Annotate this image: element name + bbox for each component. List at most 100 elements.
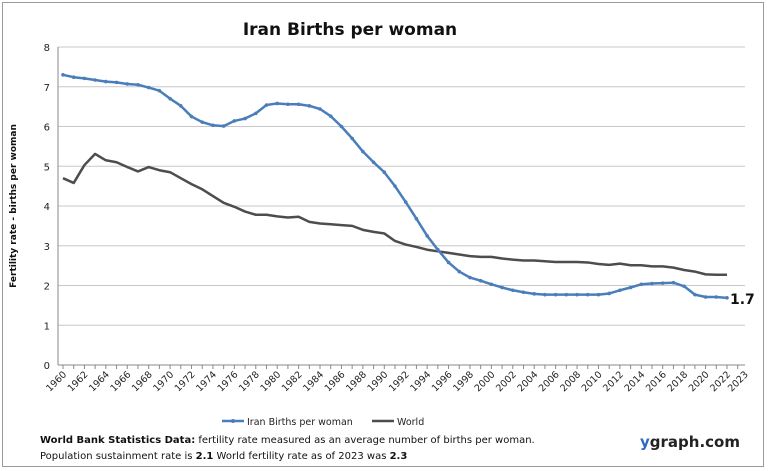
data-point [61,73,65,77]
data-point [489,282,494,287]
y-tick-label: 4 [44,202,50,213]
data-point [682,284,686,289]
data-point [136,82,140,87]
data-point [564,292,569,297]
y-tick-label: 5 [44,162,50,173]
data-point [232,119,237,123]
chart-frame [2,2,764,467]
data-point [82,76,87,81]
data-point [243,116,247,121]
last-value-annotation: 1.7 [730,292,755,308]
data-point [521,290,526,295]
data-point [596,292,601,297]
y-tick-label: 0 [44,361,50,372]
data-point [693,292,697,297]
data-point [371,160,376,165]
data-point [253,111,258,116]
x-tick-label: 2008 [558,369,583,394]
data-point [157,88,162,93]
x-tick-label: 2010 [580,369,605,394]
data-point [543,292,547,297]
data-point [553,292,558,297]
x-tick-label: 1966 [108,369,133,394]
data-point [318,107,322,111]
legend-label: Iran Births per woman [247,417,353,428]
data-point [382,170,387,175]
chart-title: Iran Births per woman [243,20,457,40]
data-point [211,123,215,128]
data-point [628,285,633,290]
x-tick-label: 2023 [726,369,751,394]
data-point [146,85,151,90]
data-point [307,104,312,108]
footer-text: Population sustainment rate is [40,451,196,462]
legend-label: World [397,417,424,428]
data-point [618,288,622,293]
data-point [585,292,590,297]
x-tick-label: 1974 [194,369,219,394]
x-tick-label: 2002 [494,369,519,394]
data-point [639,282,644,287]
x-tick-label: 2016 [644,369,669,394]
y-axis-label: Fertility rate - births per woman [9,124,19,288]
x-tick-label: 2018 [665,369,690,394]
series-line-world [62,152,727,277]
y-tick-label: 2 [44,282,50,293]
data-point [221,124,226,128]
footer-source-label: World Bank Statistics Data: [40,435,196,446]
data-point [671,280,676,285]
x-tick-label: 1976 [216,369,241,394]
x-tick-label: 1962 [66,369,91,394]
data-point [189,114,194,119]
data-point [393,184,397,188]
data-point [714,295,719,299]
brand-y: y [640,433,650,451]
y-tick-label: 8 [44,43,50,54]
brand-logo[interactable]: ygraph.com [640,433,740,451]
data-point [275,101,279,106]
data-point [457,269,462,274]
x-tick-label: 1964 [87,369,112,394]
world-rate: 2.3 [389,451,408,462]
x-tick-label: 2004 [515,369,540,394]
x-tick-label: 1972 [173,369,198,394]
data-point [532,292,537,296]
data-point [168,96,172,101]
x-tick-label: 1978 [237,369,262,394]
data-point [200,120,205,124]
x-tick-label: 1960 [44,369,69,394]
data-point [93,78,97,82]
x-tick-label: 1988 [344,369,369,394]
x-tick-label: 1980 [258,369,283,394]
data-point [650,281,654,286]
data-point [328,114,333,118]
x-tick-label: 1996 [430,369,455,394]
data-point [264,103,269,107]
data-point [500,285,504,290]
footer-line-1: World Bank Statistics Data: fertility ra… [40,434,535,447]
data-point [114,80,119,85]
x-tick-label: 2000 [473,369,498,394]
x-tick-label: 1968 [130,369,155,394]
data-point [350,136,354,141]
x-tick-label: 1990 [366,369,391,394]
x-tick-label: 1970 [151,369,176,394]
footer-line-2: Population sustainment rate is 2.1 World… [40,450,407,463]
data-point [725,296,729,300]
x-tick-label: 1986 [323,369,348,394]
data-point [660,281,665,285]
data-point [339,124,344,129]
footer-description: fertility rate measured as an average nu… [195,435,535,446]
x-tick-label: 1994 [408,369,433,394]
data-point [104,79,108,84]
x-tick-label: 2020 [687,369,712,394]
data-point [703,295,708,299]
data-point [425,234,429,238]
y-tick-label: 1 [44,321,50,332]
data-point [125,82,130,86]
footer-text: World fertility rate as of 2023 was [213,451,390,462]
x-tick-label: 2012 [601,369,626,394]
x-tick-label: 1992 [387,369,412,394]
data-point [446,260,451,265]
